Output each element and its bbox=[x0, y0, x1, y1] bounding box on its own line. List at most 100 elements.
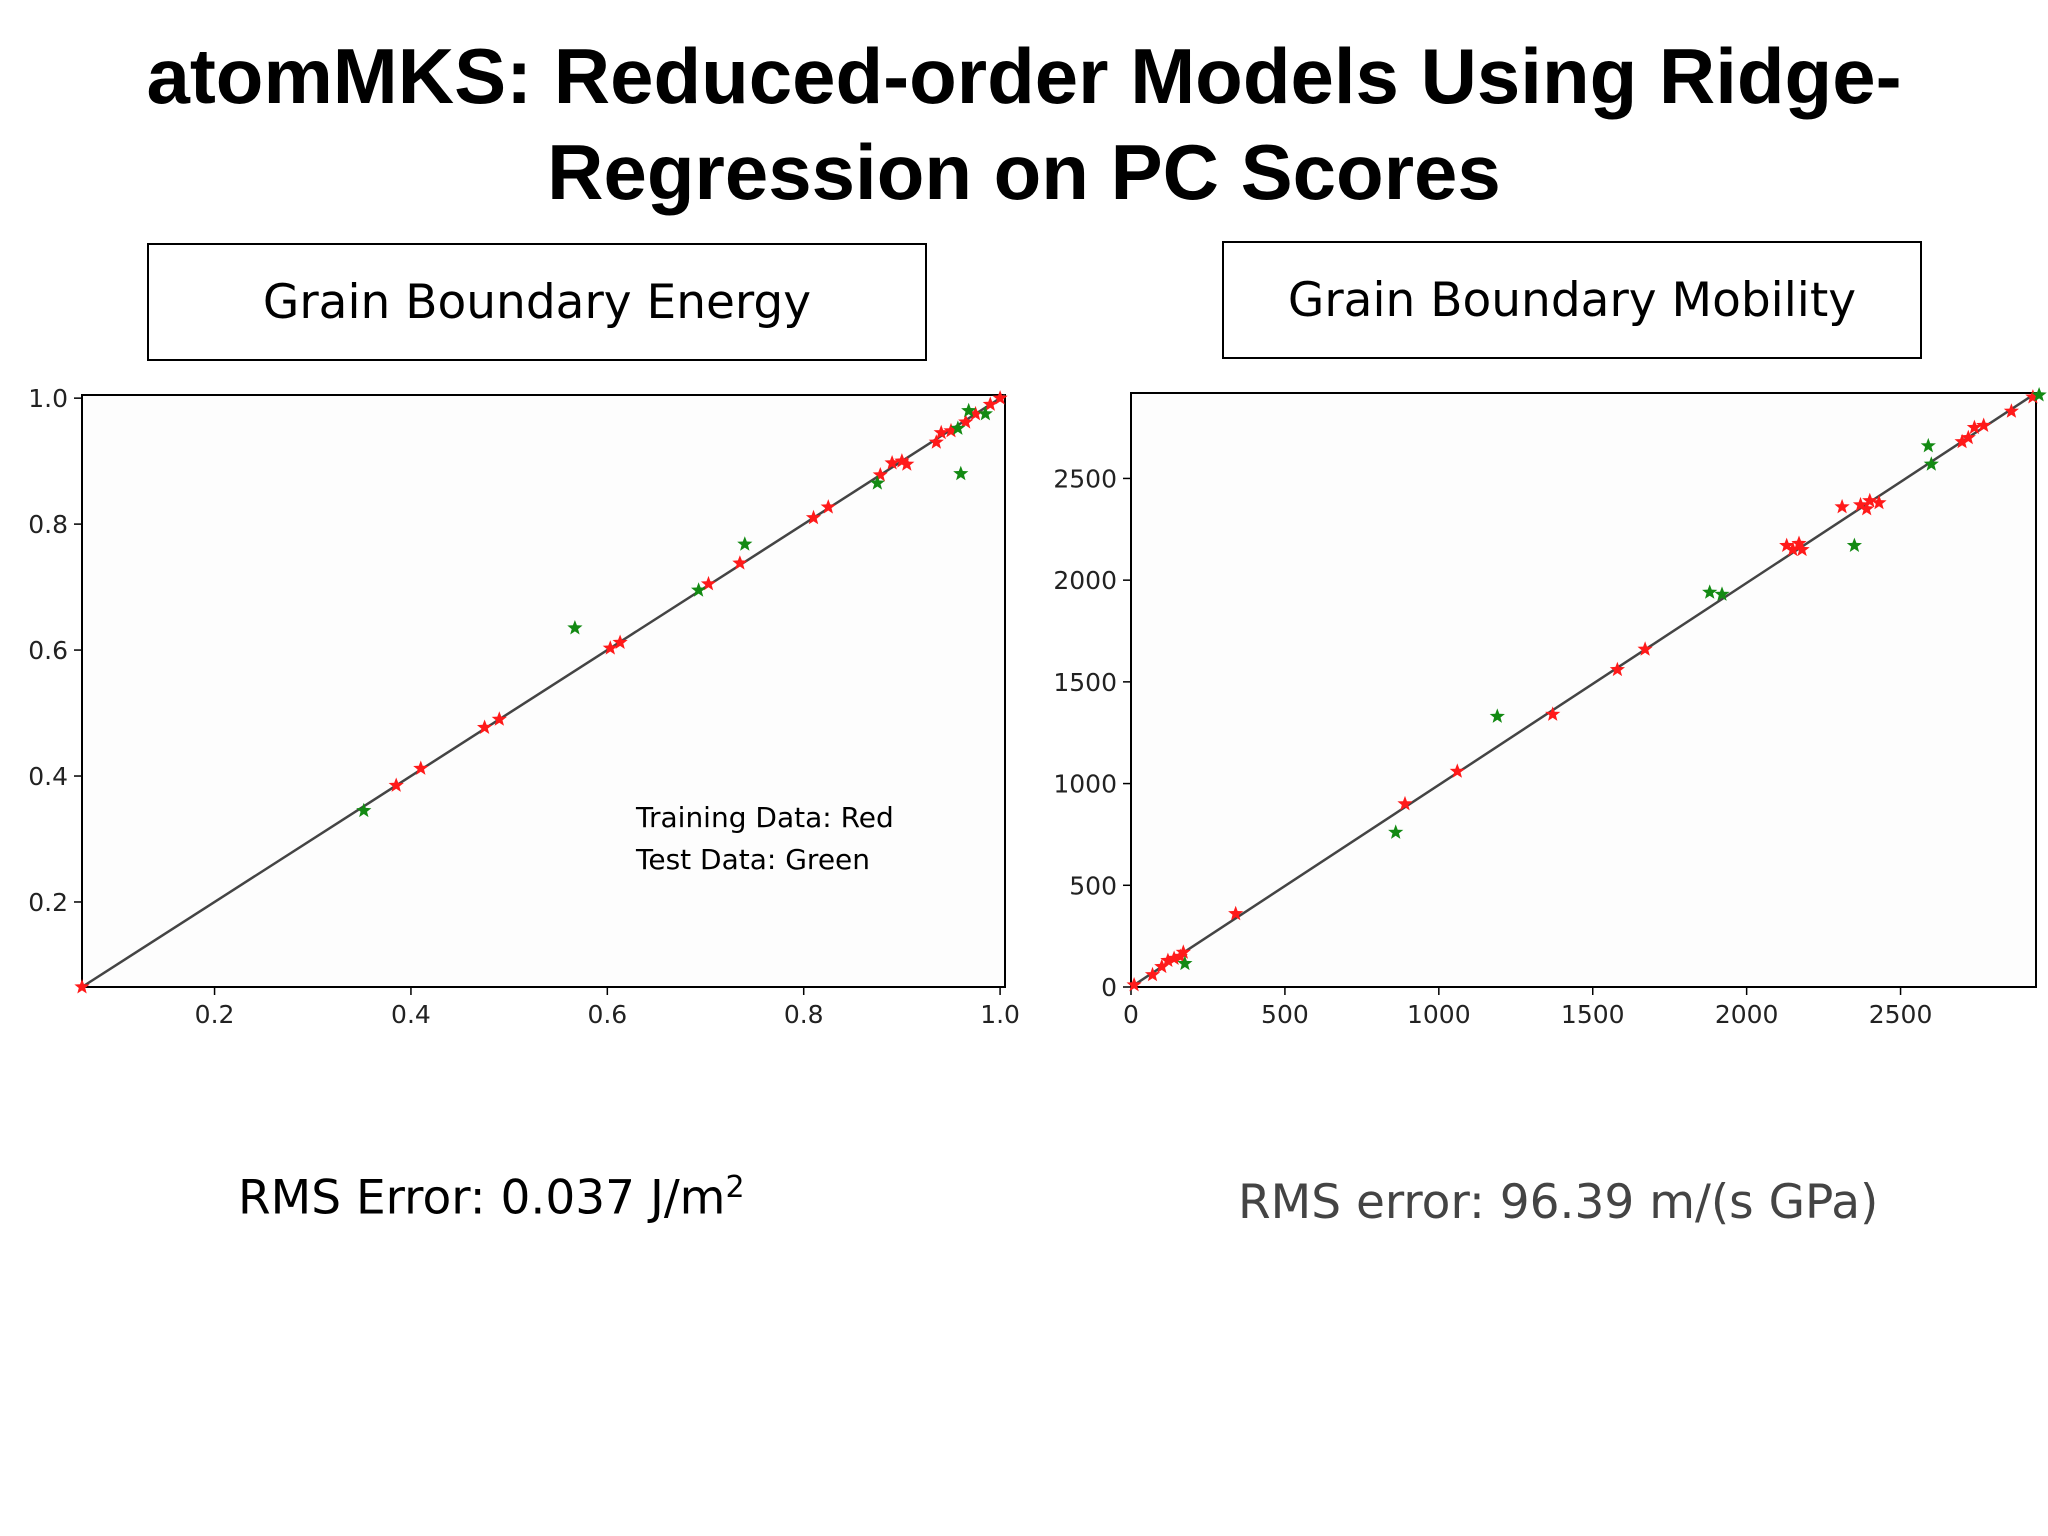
energy-x-tick-label: 0.6 bbox=[587, 1000, 627, 1029]
legend-test: Test Data: Green bbox=[636, 843, 871, 876]
legend-training: Training Data: Red bbox=[636, 801, 894, 834]
energy-y-tick-label: 0.6 bbox=[28, 636, 68, 665]
energy-test-point bbox=[961, 402, 977, 418]
energy-training-point bbox=[943, 422, 959, 438]
energy-training-point bbox=[820, 499, 836, 514]
energy-test-point bbox=[356, 802, 372, 818]
energy-training-point bbox=[884, 455, 900, 470]
mobility-y-tick-label: 500 bbox=[1069, 871, 1117, 900]
mobility-training-point bbox=[1228, 905, 1244, 921]
mobility-training-point bbox=[1859, 501, 1875, 516]
mobility-training-point bbox=[1862, 492, 1878, 508]
mobility-test-point bbox=[1702, 584, 1718, 599]
energy-training-point bbox=[992, 390, 1008, 405]
mobility-training-point bbox=[1976, 417, 1992, 432]
energy-x-tick-label: 0.2 bbox=[195, 1000, 235, 1029]
energy-training-point bbox=[967, 405, 984, 421]
mobility-parity-line bbox=[1130, 391, 2037, 989]
mobility-test-point bbox=[1177, 955, 1193, 971]
mobility-x-tick-label: 0 bbox=[1123, 1000, 1139, 1029]
energy-training-point bbox=[805, 509, 822, 525]
slide-title: atomMKS: Reduced-order Models Using Ridg… bbox=[0, 28, 2048, 220]
mobility-training-point bbox=[1166, 950, 1182, 965]
energy-y-tick-label: 1.0 bbox=[28, 384, 68, 413]
mobility-x-tick-label: 500 bbox=[1261, 1000, 1309, 1029]
energy-training-point bbox=[700, 575, 717, 591]
mobility-training-point bbox=[1779, 537, 1795, 552]
mobility-training-point bbox=[1791, 535, 1807, 550]
energy-rms-text: RMS Error: 0.037 J/m bbox=[238, 1170, 726, 1226]
mobility-y-tick-label: 1500 bbox=[1053, 668, 1117, 697]
mobility-x-tick-label: 2500 bbox=[1869, 1000, 1933, 1029]
mobility-y-tick-label: 2000 bbox=[1053, 566, 1117, 595]
slide-title-line1: atomMKS: Reduced-order Models Using Ridg… bbox=[146, 32, 1902, 120]
energy-y-tick-label: 0.4 bbox=[28, 762, 68, 791]
mobility-test-point bbox=[1846, 537, 1862, 552]
mobility-training-point bbox=[1154, 958, 1170, 974]
mobility-test-point bbox=[1714, 586, 1730, 601]
energy-test-point bbox=[737, 536, 753, 551]
energy-label: Grain Boundary Energy bbox=[262, 274, 812, 330]
mobility-test-point bbox=[1388, 824, 1404, 839]
energy-training-point bbox=[933, 424, 949, 440]
energy-label-box: Grain Boundary Energy bbox=[147, 243, 927, 361]
energy-y-tick-label: 0.8 bbox=[28, 510, 68, 539]
energy-training-point bbox=[732, 555, 748, 570]
energy-training-point bbox=[388, 777, 404, 792]
mobility-training-point bbox=[2025, 389, 2041, 404]
energy-training-point bbox=[602, 640, 618, 655]
mobility-training-point bbox=[1954, 433, 1970, 449]
energy-training-point bbox=[958, 414, 974, 429]
mobility-training-point bbox=[1960, 429, 1976, 445]
mobility-training-point bbox=[1449, 763, 1465, 778]
mobility-rms-text: RMS error: 96.39 m/(s GPa) bbox=[1238, 1175, 1879, 1230]
energy-training-point bbox=[872, 467, 888, 482]
slide-title-line2: Regression on PC Scores bbox=[547, 128, 1501, 216]
mobility-label: Grain Boundary Mobility bbox=[1287, 272, 1857, 328]
mobility-training-point bbox=[1397, 795, 1413, 811]
mobility-y-tick-label: 2500 bbox=[1053, 464, 1117, 493]
mobility-training-point bbox=[1609, 661, 1625, 677]
mobility-training-point bbox=[2003, 403, 2019, 418]
energy-x-tick-label: 0.4 bbox=[391, 1000, 431, 1029]
mobility-rms-error: RMS error: 96.39 m/(s GPa) bbox=[1238, 1175, 1878, 1230]
energy-test-point bbox=[869, 475, 885, 490]
energy-training-point bbox=[413, 760, 429, 775]
mobility-training-point bbox=[1871, 494, 1887, 510]
mobility-training-point bbox=[1160, 952, 1176, 967]
energy-test-point bbox=[977, 405, 993, 421]
energy-training-point bbox=[982, 396, 998, 411]
energy-rms-unit-sup: 2 bbox=[725, 1170, 745, 1205]
mobility-training-point bbox=[1545, 706, 1561, 721]
energy-test-point bbox=[953, 465, 969, 481]
energy-test-point bbox=[567, 620, 583, 635]
energy-x-tick-label: 1.0 bbox=[980, 1000, 1020, 1029]
energy-test-point bbox=[950, 420, 966, 435]
energy-y-tick-label: 0.2 bbox=[28, 888, 68, 917]
mobility-test-point bbox=[1920, 437, 1936, 453]
mobility-training-point bbox=[1637, 641, 1653, 656]
energy-training-point bbox=[477, 719, 493, 734]
mobility-test-point bbox=[2031, 387, 2047, 402]
legend-note: Training Data: Red Test Data: Green bbox=[636, 797, 894, 881]
energy-training-point bbox=[894, 453, 910, 468]
mobility-training-point bbox=[1175, 944, 1191, 959]
mobility-test-point bbox=[1489, 708, 1505, 723]
energy-training-point bbox=[74, 979, 90, 994]
energy-rms-error: RMS Error: 0.037 J/m2 bbox=[238, 1170, 745, 1226]
mobility-training-point bbox=[1794, 541, 1810, 557]
mobility-training-point bbox=[1966, 419, 1982, 435]
energy-x-tick-label: 0.8 bbox=[784, 1000, 824, 1029]
charts-canvas: 0.2 0.4 0.6 0.8 1.0 0.2 0.4 0.6 0.8 1.0 0 500 1000 15… bbox=[28, 384, 2047, 1029]
energy-training-point bbox=[899, 456, 915, 471]
mobility-training-point bbox=[1126, 977, 1142, 992]
mobility-x-tick-label: 1000 bbox=[1407, 1000, 1471, 1029]
energy-test-point bbox=[691, 582, 707, 597]
mobility-label-box: Grain Boundary Mobility bbox=[1222, 241, 1922, 359]
energy-training-point bbox=[928, 434, 944, 449]
mobility-training-point bbox=[1144, 966, 1161, 982]
mobility-y-tick-label: 1000 bbox=[1053, 770, 1117, 799]
mobility-x-tick-label: 2000 bbox=[1715, 1000, 1779, 1029]
energy-training-point bbox=[612, 634, 628, 649]
mobility-training-point bbox=[1852, 496, 1869, 512]
